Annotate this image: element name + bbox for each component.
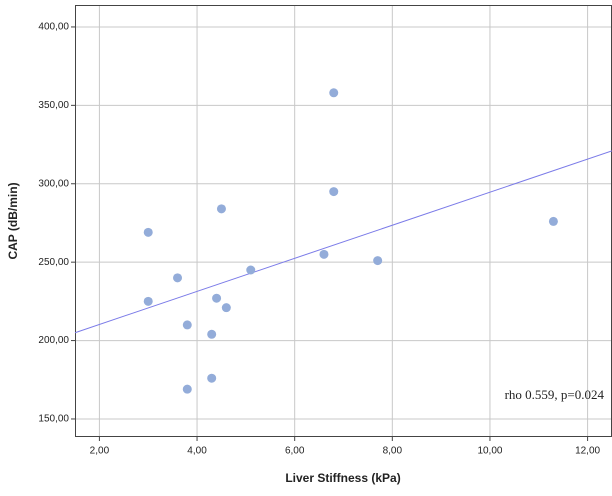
point	[373, 256, 383, 266]
y-tick-label: 250,00	[38, 257, 69, 268]
point	[182, 384, 192, 394]
x-axis-label: Liver Stiffness (kPa)	[285, 471, 400, 485]
x-tick-label: 12,00	[575, 446, 600, 457]
point	[173, 273, 183, 283]
point	[329, 187, 339, 197]
y-tick-label: 150,00	[38, 414, 69, 425]
y-tick-label: 400,00	[38, 22, 69, 33]
point	[212, 293, 222, 303]
point	[143, 227, 153, 237]
x-tick-label: 4,00	[187, 446, 207, 457]
point	[548, 216, 558, 226]
x-tick-label: 2,00	[90, 446, 110, 457]
annotation: rho 0.559, p=0.024	[505, 387, 605, 402]
point	[216, 204, 226, 214]
point	[207, 329, 217, 339]
point	[221, 303, 231, 313]
point	[329, 88, 339, 98]
y-tick-label: 200,00	[38, 335, 69, 346]
fit-line	[74, 150, 612, 334]
x-tick-label: 6,00	[285, 446, 305, 457]
y-tick-label: 350,00	[38, 100, 69, 111]
plot-area	[75, 5, 612, 437]
point	[143, 296, 153, 306]
y-tick-label: 300,00	[38, 178, 69, 189]
point	[207, 373, 217, 383]
y-axis-label: CAP (dB/min)	[6, 182, 20, 259]
point	[319, 249, 329, 259]
x-tick-label: 8,00	[383, 446, 403, 457]
x-tick-label: 10,00	[477, 446, 502, 457]
point	[182, 320, 192, 330]
point	[246, 265, 256, 275]
